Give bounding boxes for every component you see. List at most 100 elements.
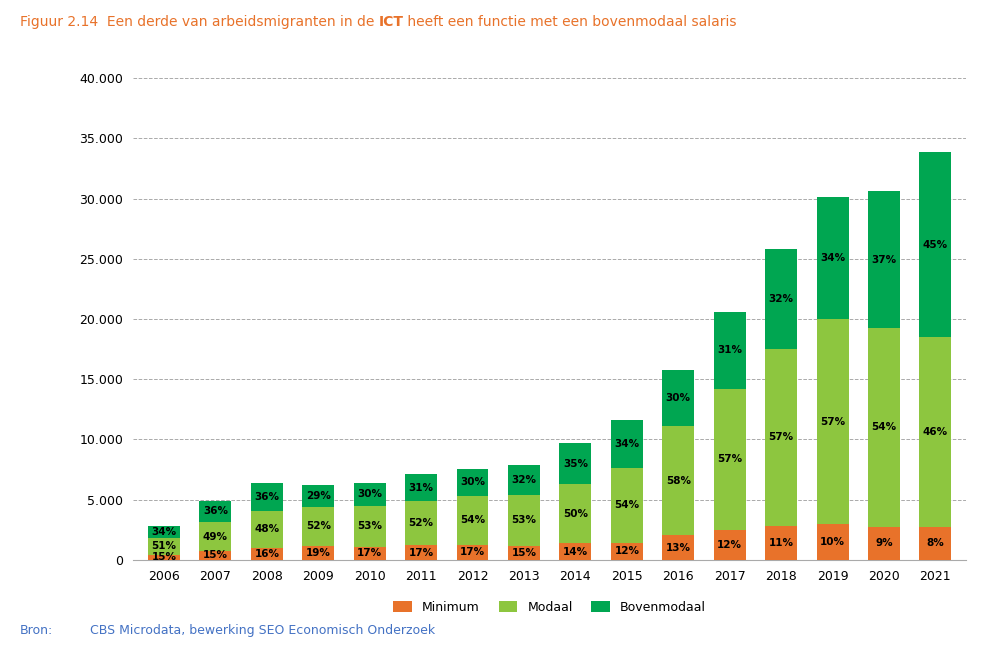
Text: CBS Microdata, bewerking SEO Economisch Onderzoek: CBS Microdata, bewerking SEO Economisch …: [74, 624, 435, 637]
Text: 46%: 46%: [923, 427, 948, 437]
Bar: [714, 530, 745, 560]
Bar: [611, 420, 643, 467]
Bar: [816, 320, 849, 524]
Text: 34%: 34%: [820, 253, 845, 264]
Text: 30%: 30%: [357, 490, 383, 499]
Text: 54%: 54%: [460, 515, 485, 525]
Text: 58%: 58%: [666, 476, 691, 486]
Text: 53%: 53%: [512, 516, 536, 525]
Bar: [920, 527, 951, 560]
Text: 34%: 34%: [152, 527, 176, 537]
Bar: [148, 538, 179, 555]
Bar: [405, 546, 437, 560]
Bar: [765, 249, 797, 348]
Bar: [508, 465, 540, 495]
Bar: [199, 522, 232, 551]
Bar: [559, 544, 592, 560]
Bar: [354, 506, 386, 547]
Bar: [148, 555, 179, 560]
Text: 8%: 8%: [927, 538, 945, 548]
Text: 14%: 14%: [563, 547, 588, 557]
Text: 15%: 15%: [512, 547, 536, 558]
Bar: [508, 495, 540, 546]
Text: 52%: 52%: [408, 518, 434, 528]
Text: 51%: 51%: [152, 541, 176, 551]
Bar: [250, 547, 283, 560]
Bar: [868, 527, 900, 560]
Text: 17%: 17%: [408, 547, 434, 558]
Text: 30%: 30%: [460, 477, 485, 487]
Bar: [303, 546, 334, 560]
Text: 57%: 57%: [717, 454, 742, 464]
Bar: [663, 535, 694, 560]
Text: 35%: 35%: [563, 459, 588, 469]
Text: 48%: 48%: [254, 524, 279, 534]
Bar: [199, 551, 232, 560]
Text: 17%: 17%: [357, 548, 383, 559]
Bar: [611, 467, 643, 543]
Bar: [250, 510, 283, 547]
Text: 49%: 49%: [203, 532, 228, 542]
Bar: [765, 525, 797, 560]
Text: 29%: 29%: [306, 491, 330, 501]
Text: 10%: 10%: [820, 537, 845, 547]
Text: Bron:: Bron:: [20, 624, 53, 637]
Text: 37%: 37%: [872, 255, 896, 264]
Bar: [457, 469, 488, 495]
Text: 12%: 12%: [717, 540, 742, 550]
Text: 9%: 9%: [876, 538, 892, 548]
Text: heeft een functie met een bovenmodaal salaris: heeft een functie met een bovenmodaal sa…: [403, 15, 737, 29]
Text: 30%: 30%: [666, 393, 691, 403]
Bar: [559, 443, 592, 484]
Text: 17%: 17%: [460, 547, 485, 557]
Text: 54%: 54%: [872, 422, 896, 432]
Bar: [354, 547, 386, 560]
Bar: [405, 501, 437, 546]
Bar: [457, 544, 488, 560]
Bar: [354, 483, 386, 506]
Bar: [457, 495, 488, 544]
Text: 54%: 54%: [614, 501, 639, 510]
Bar: [816, 524, 849, 560]
Text: 19%: 19%: [306, 547, 330, 558]
Text: 34%: 34%: [614, 439, 639, 449]
Bar: [559, 484, 592, 544]
Text: 45%: 45%: [923, 240, 948, 250]
Text: 32%: 32%: [512, 475, 536, 485]
Bar: [303, 507, 334, 546]
Bar: [405, 475, 437, 501]
Bar: [303, 485, 334, 507]
Legend: Minimum, Modaal, Bovenmodaal: Minimum, Modaal, Bovenmodaal: [388, 596, 711, 618]
Text: Figuur 2.14  Een derde van arbeidsmigranten in de: Figuur 2.14 Een derde van arbeidsmigrant…: [20, 15, 379, 29]
Text: 36%: 36%: [254, 492, 279, 502]
Text: 36%: 36%: [203, 506, 228, 516]
Text: 53%: 53%: [357, 521, 383, 531]
Bar: [714, 389, 745, 530]
Bar: [148, 526, 179, 538]
Bar: [816, 197, 849, 320]
Bar: [663, 370, 694, 426]
Text: 11%: 11%: [769, 538, 794, 547]
Text: 52%: 52%: [306, 521, 330, 531]
Bar: [250, 483, 283, 510]
Text: 15%: 15%: [203, 551, 228, 561]
Bar: [508, 546, 540, 560]
Bar: [868, 327, 900, 527]
Text: ICT: ICT: [379, 15, 403, 29]
Bar: [920, 152, 951, 337]
Text: 57%: 57%: [768, 432, 794, 442]
Text: 50%: 50%: [563, 509, 588, 519]
Text: 32%: 32%: [769, 294, 794, 304]
Text: 31%: 31%: [408, 482, 434, 493]
Text: 31%: 31%: [717, 345, 742, 355]
Bar: [920, 337, 951, 527]
Bar: [868, 191, 900, 327]
Bar: [765, 348, 797, 525]
Text: 13%: 13%: [666, 543, 691, 553]
Text: 12%: 12%: [614, 546, 639, 557]
Text: 16%: 16%: [254, 549, 279, 559]
Bar: [611, 543, 643, 560]
Text: 57%: 57%: [820, 417, 845, 426]
Bar: [199, 501, 232, 522]
Bar: [663, 426, 694, 535]
